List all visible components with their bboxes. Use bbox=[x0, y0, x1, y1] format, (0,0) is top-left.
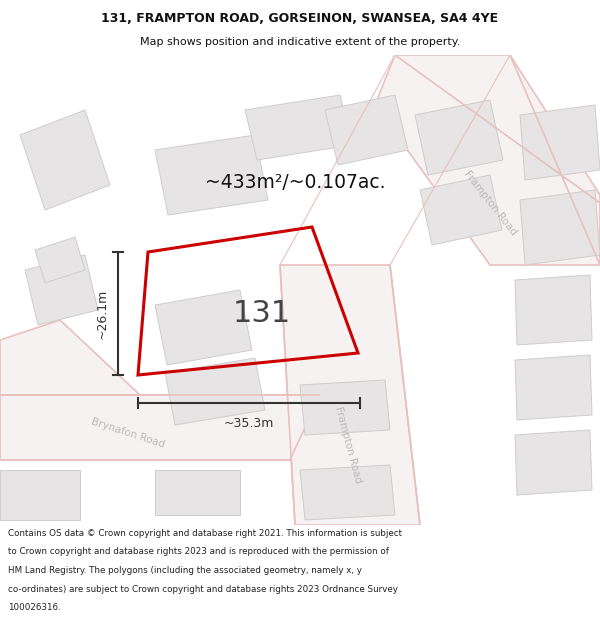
Polygon shape bbox=[520, 190, 600, 265]
Text: Frampton Road: Frampton Road bbox=[462, 169, 518, 238]
Polygon shape bbox=[35, 237, 85, 283]
Polygon shape bbox=[0, 320, 140, 395]
Polygon shape bbox=[520, 105, 600, 180]
Polygon shape bbox=[155, 470, 240, 515]
Text: to Crown copyright and database rights 2023 and is reproduced with the permissio: to Crown copyright and database rights 2… bbox=[8, 548, 389, 556]
Polygon shape bbox=[375, 55, 600, 265]
Text: ~26.1m: ~26.1m bbox=[96, 288, 109, 339]
Polygon shape bbox=[420, 175, 502, 245]
Text: ~35.3m: ~35.3m bbox=[224, 417, 274, 430]
Text: ~433m²/~0.107ac.: ~433m²/~0.107ac. bbox=[205, 174, 386, 192]
Text: Frampton Road: Frampton Road bbox=[333, 406, 363, 484]
Polygon shape bbox=[155, 135, 268, 215]
Text: HM Land Registry. The polygons (including the associated geometry, namely x, y: HM Land Registry. The polygons (includin… bbox=[8, 566, 362, 575]
Polygon shape bbox=[515, 275, 592, 345]
Polygon shape bbox=[300, 380, 390, 435]
Polygon shape bbox=[0, 470, 80, 520]
Text: co-ordinates) are subject to Crown copyright and database rights 2023 Ordnance S: co-ordinates) are subject to Crown copyr… bbox=[8, 584, 398, 594]
Polygon shape bbox=[155, 290, 252, 365]
Polygon shape bbox=[415, 100, 503, 175]
Text: 131: 131 bbox=[233, 299, 291, 328]
Polygon shape bbox=[165, 358, 265, 425]
Polygon shape bbox=[20, 110, 110, 210]
Polygon shape bbox=[280, 265, 420, 525]
Polygon shape bbox=[515, 355, 592, 420]
Polygon shape bbox=[25, 255, 98, 325]
Text: 100026316.: 100026316. bbox=[8, 603, 61, 612]
Text: Map shows position and indicative extent of the property.: Map shows position and indicative extent… bbox=[140, 38, 460, 48]
Polygon shape bbox=[0, 395, 320, 460]
Text: Brynafon Road: Brynafon Road bbox=[90, 416, 166, 449]
Polygon shape bbox=[245, 95, 352, 160]
Text: Contains OS data © Crown copyright and database right 2021. This information is : Contains OS data © Crown copyright and d… bbox=[8, 529, 402, 538]
Polygon shape bbox=[300, 465, 395, 520]
Text: 131, FRAMPTON ROAD, GORSEINON, SWANSEA, SA4 4YE: 131, FRAMPTON ROAD, GORSEINON, SWANSEA, … bbox=[101, 12, 499, 25]
Polygon shape bbox=[325, 95, 408, 165]
Polygon shape bbox=[515, 430, 592, 495]
